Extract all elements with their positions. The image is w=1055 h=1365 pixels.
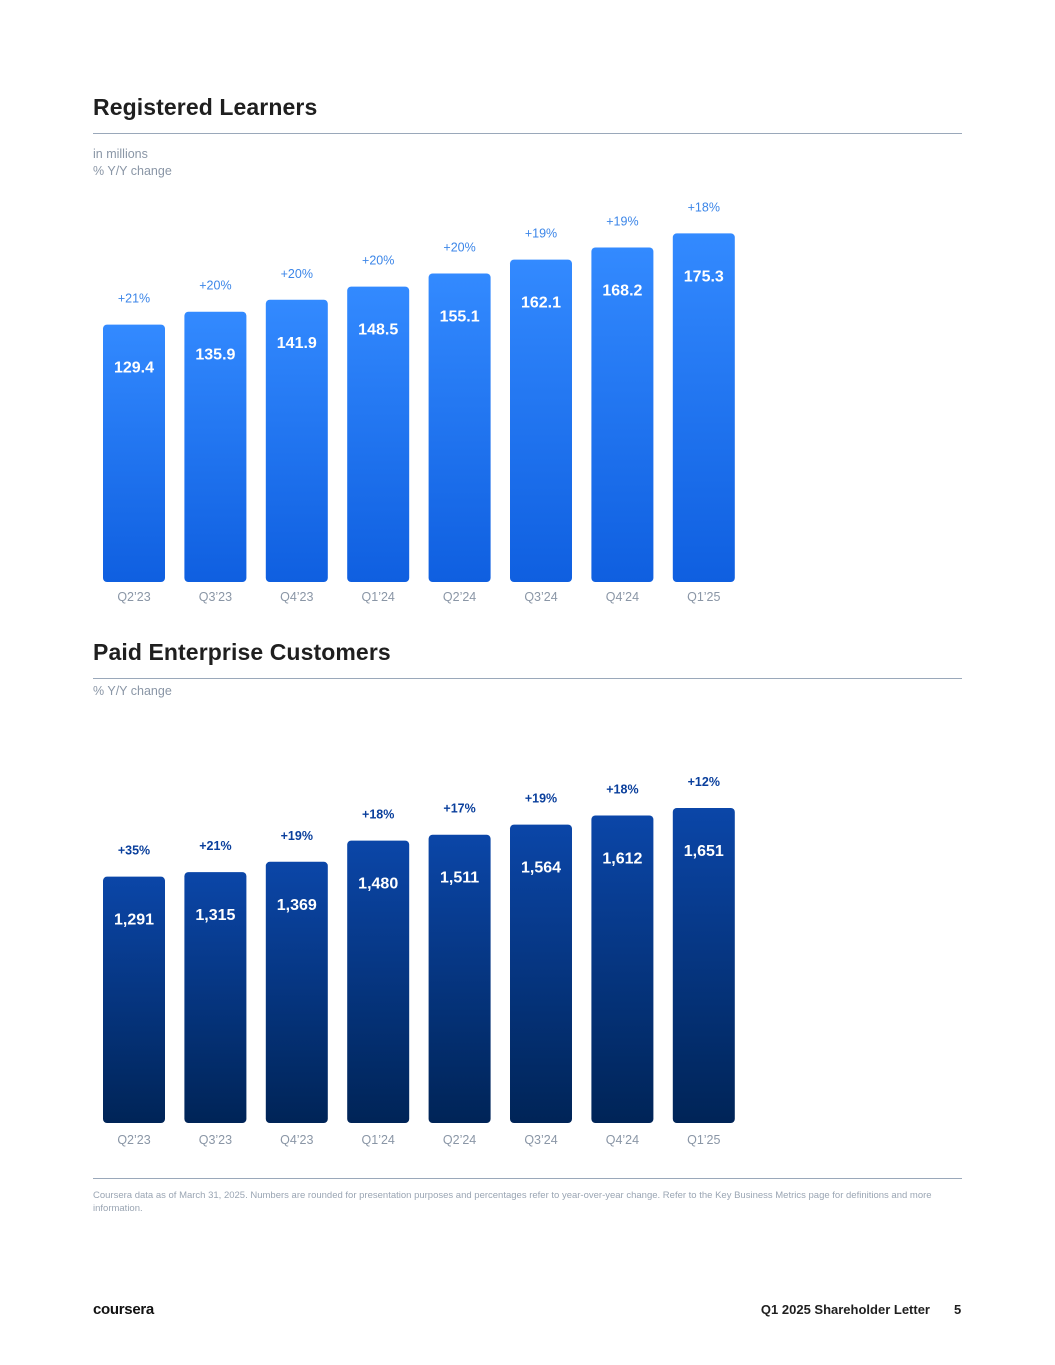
bar-7 [591,247,654,582]
enterprise-title-divider [93,678,962,679]
bar-value-label: 1,369 [277,897,317,914]
category-label: Q1’24 [362,1133,395,1147]
yoy-change-label: +12% [688,775,720,789]
yoy-change-label: +19% [606,214,638,228]
category-label: Q3’24 [524,590,557,604]
bar-1 [103,324,165,582]
page-number: 5 [954,1302,962,1317]
bar-5 [428,273,491,582]
yoy-change-label: +20% [199,279,231,293]
bar-value-label: 129.4 [114,360,154,377]
paid-enterprise-customers-chart: 1,291 +35% Q2’23 1,315 +21% Q3’23 1,369 +19% Q4’… [103,775,735,1147]
category-label: Q1’25 [687,1133,720,1147]
yoy-change-label: +20% [281,267,313,281]
learners-subtitle: in millions % Y/Y change [93,146,172,180]
learners-unit-note: in millions [93,147,148,161]
category-label: Q3’23 [199,1133,232,1147]
yoy-change-label: +18% [606,782,638,796]
footnote-divider [93,1178,962,1179]
yoy-change-label: +20% [362,254,394,268]
bar-value-label: 148.5 [358,322,398,339]
category-label: Q4’24 [606,590,639,604]
bar-8 [672,233,735,583]
bar-value-label: 155.1 [440,309,480,326]
category-label: Q3’24 [524,1133,557,1147]
bar-4 [347,286,410,582]
category-label: Q1’24 [362,590,395,604]
category-label: Q2’23 [117,590,150,604]
bar-value-label: 162.1 [521,295,561,312]
bar-value-label: 1,564 [521,860,561,877]
footnote: Coursera data as of March 31, 2025. Numb… [93,1190,932,1214]
learners-title-divider [93,133,962,134]
yoy-change-label: +21% [199,839,231,853]
yoy-change-label: +19% [281,829,313,843]
yoy-change-label: +18% [688,200,720,214]
category-label: Q2’24 [443,1133,476,1147]
category-label: Q4’23 [280,590,313,604]
category-label: Q3’23 [199,590,232,604]
registered-learners-chart: 129.4 +21% Q2’23 135.9 +20% Q3’23 141.9 +20% Q4’… [103,200,735,604]
learners-yoy-note: % Y/Y change [93,164,172,178]
coursera-logo: coursera [93,1301,154,1318]
bar-value-label: 135.9 [195,347,235,364]
bar-4 [347,840,410,1123]
bar-6 [510,824,572,1123]
yoy-change-label: +35% [118,844,150,858]
bar-5 [428,834,491,1123]
bar-value-label: 1,511 [440,870,479,887]
category-label: Q2’24 [443,590,476,604]
document-title: Q1 2025 Shareholder Letter [760,1302,930,1317]
enterprise-subtitle: % Y/Y change [93,683,172,700]
bar-value-label: 1,612 [602,850,642,867]
bar-value-label: 175.3 [684,268,724,285]
category-label: Q1’25 [687,590,720,604]
bar-value-label: 1,291 [114,912,154,929]
bar-3 [265,861,328,1123]
bar-2 [184,872,247,1123]
yoy-change-label: +17% [443,802,475,816]
bar-value-label: 1,480 [358,876,398,893]
category-label: Q2’23 [117,1133,150,1147]
learners-title: Registered Learners [93,94,318,120]
bar-8 [672,808,735,1123]
yoy-change-label: +19% [525,792,557,806]
bar-2 [184,311,247,582]
enterprise-title: Paid Enterprise Customers [93,639,391,665]
bar-6 [510,259,572,582]
bar-value-label: 168.2 [602,282,642,299]
enterprise-yoy-note: % Y/Y change [93,684,172,698]
yoy-change-label: +21% [118,292,150,306]
yoy-change-label: +19% [525,227,557,241]
bar-1 [103,876,165,1123]
yoy-change-label: +20% [443,241,475,255]
bar-3 [265,299,328,582]
category-label: Q4’23 [280,1133,313,1147]
category-label: Q4’24 [606,1133,639,1147]
bar-value-label: 1,315 [195,907,235,924]
bar-value-label: 141.9 [277,335,317,352]
bar-7 [591,815,654,1123]
bar-value-label: 1,651 [684,843,724,860]
yoy-change-label: +18% [362,808,394,822]
